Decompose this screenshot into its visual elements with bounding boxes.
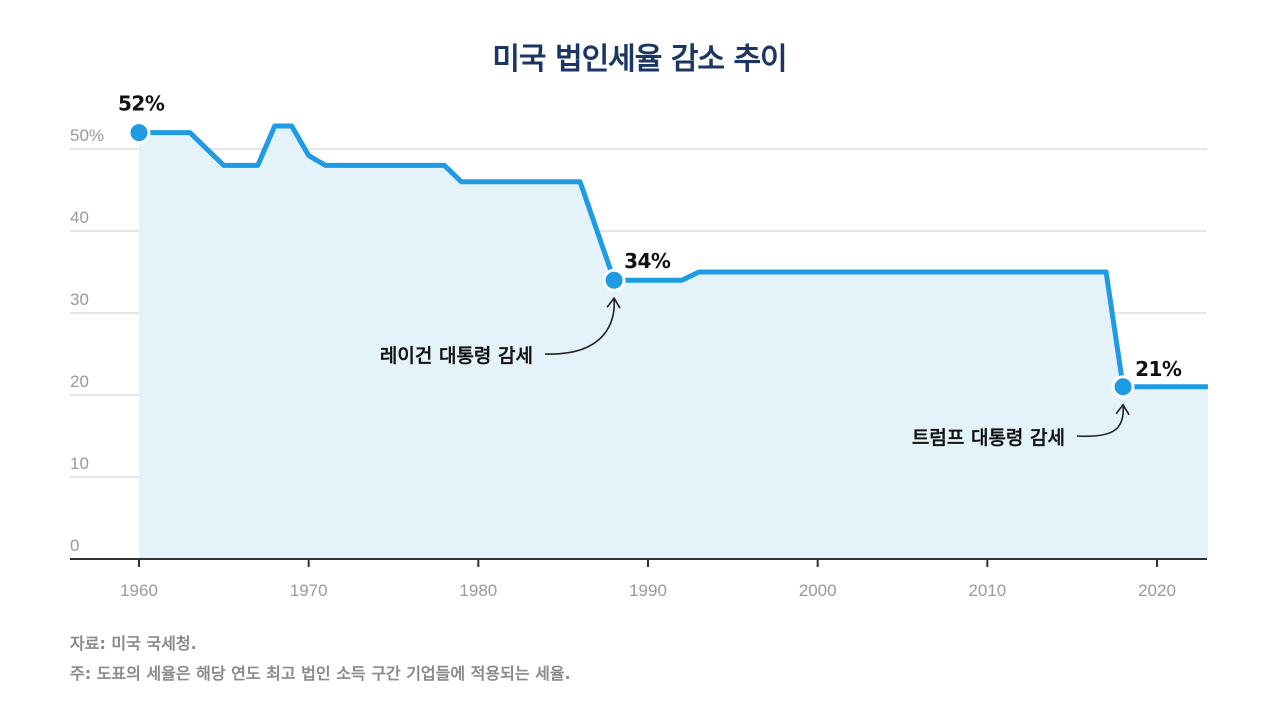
y-tick-label: 10 xyxy=(70,454,89,473)
annotation-arrow xyxy=(1076,404,1125,438)
x-tick-label: 1960 xyxy=(120,581,158,600)
y-tick-label: 30 xyxy=(70,290,89,309)
area-fill xyxy=(139,126,1208,559)
highlight-point xyxy=(602,268,626,292)
point-label: 21% xyxy=(1135,357,1182,381)
x-tick-label: 1970 xyxy=(290,581,328,600)
arrow-head xyxy=(1115,403,1130,416)
x-tick-label: 1980 xyxy=(459,581,497,600)
highlight-point xyxy=(1111,375,1135,399)
x-axis: 1960 1970 1980 1990 2000 2010 2020 xyxy=(70,558,1207,600)
y-tick-label: 50% xyxy=(70,126,104,145)
y-tick-label: 40 xyxy=(70,208,89,227)
series-line xyxy=(139,123,1208,390)
annotation-arrow xyxy=(544,298,616,355)
footnote: 주: 도표의 세율은 해당 연도 최고 법인 소득 구간 기업들에 적용되는 세… xyxy=(70,664,571,683)
y-tick-label: 20 xyxy=(70,372,89,391)
point-label: 52% xyxy=(118,92,165,116)
highlight-points: 52% 34% 21% xyxy=(118,92,1182,399)
highlight-point xyxy=(127,121,151,145)
y-tick-label: 0 xyxy=(70,536,79,555)
x-tick-label: 2010 xyxy=(968,581,1006,600)
y-axis-ticks: 0 10 20 30 40 50% xyxy=(70,126,104,555)
x-tick-label: 2020 xyxy=(1138,581,1176,600)
point-label: 34% xyxy=(624,249,671,273)
chart-title: 미국 법인세율 감소 추이 xyxy=(492,42,787,77)
source-note: 자료: 미국 국세청. xyxy=(70,634,197,653)
x-tick-label: 1990 xyxy=(629,581,667,600)
chart-svg: 1960 1970 1980 1990 2000 2010 2020 0 10 20 30 40 50… xyxy=(70,92,1208,600)
annotation-label: 레이건 대통령 감세 xyxy=(380,345,533,367)
arrow-head xyxy=(606,296,621,309)
annotation-label: 트럼프 대통령 감세 xyxy=(912,427,1065,449)
x-tick-label: 2000 xyxy=(799,581,837,600)
